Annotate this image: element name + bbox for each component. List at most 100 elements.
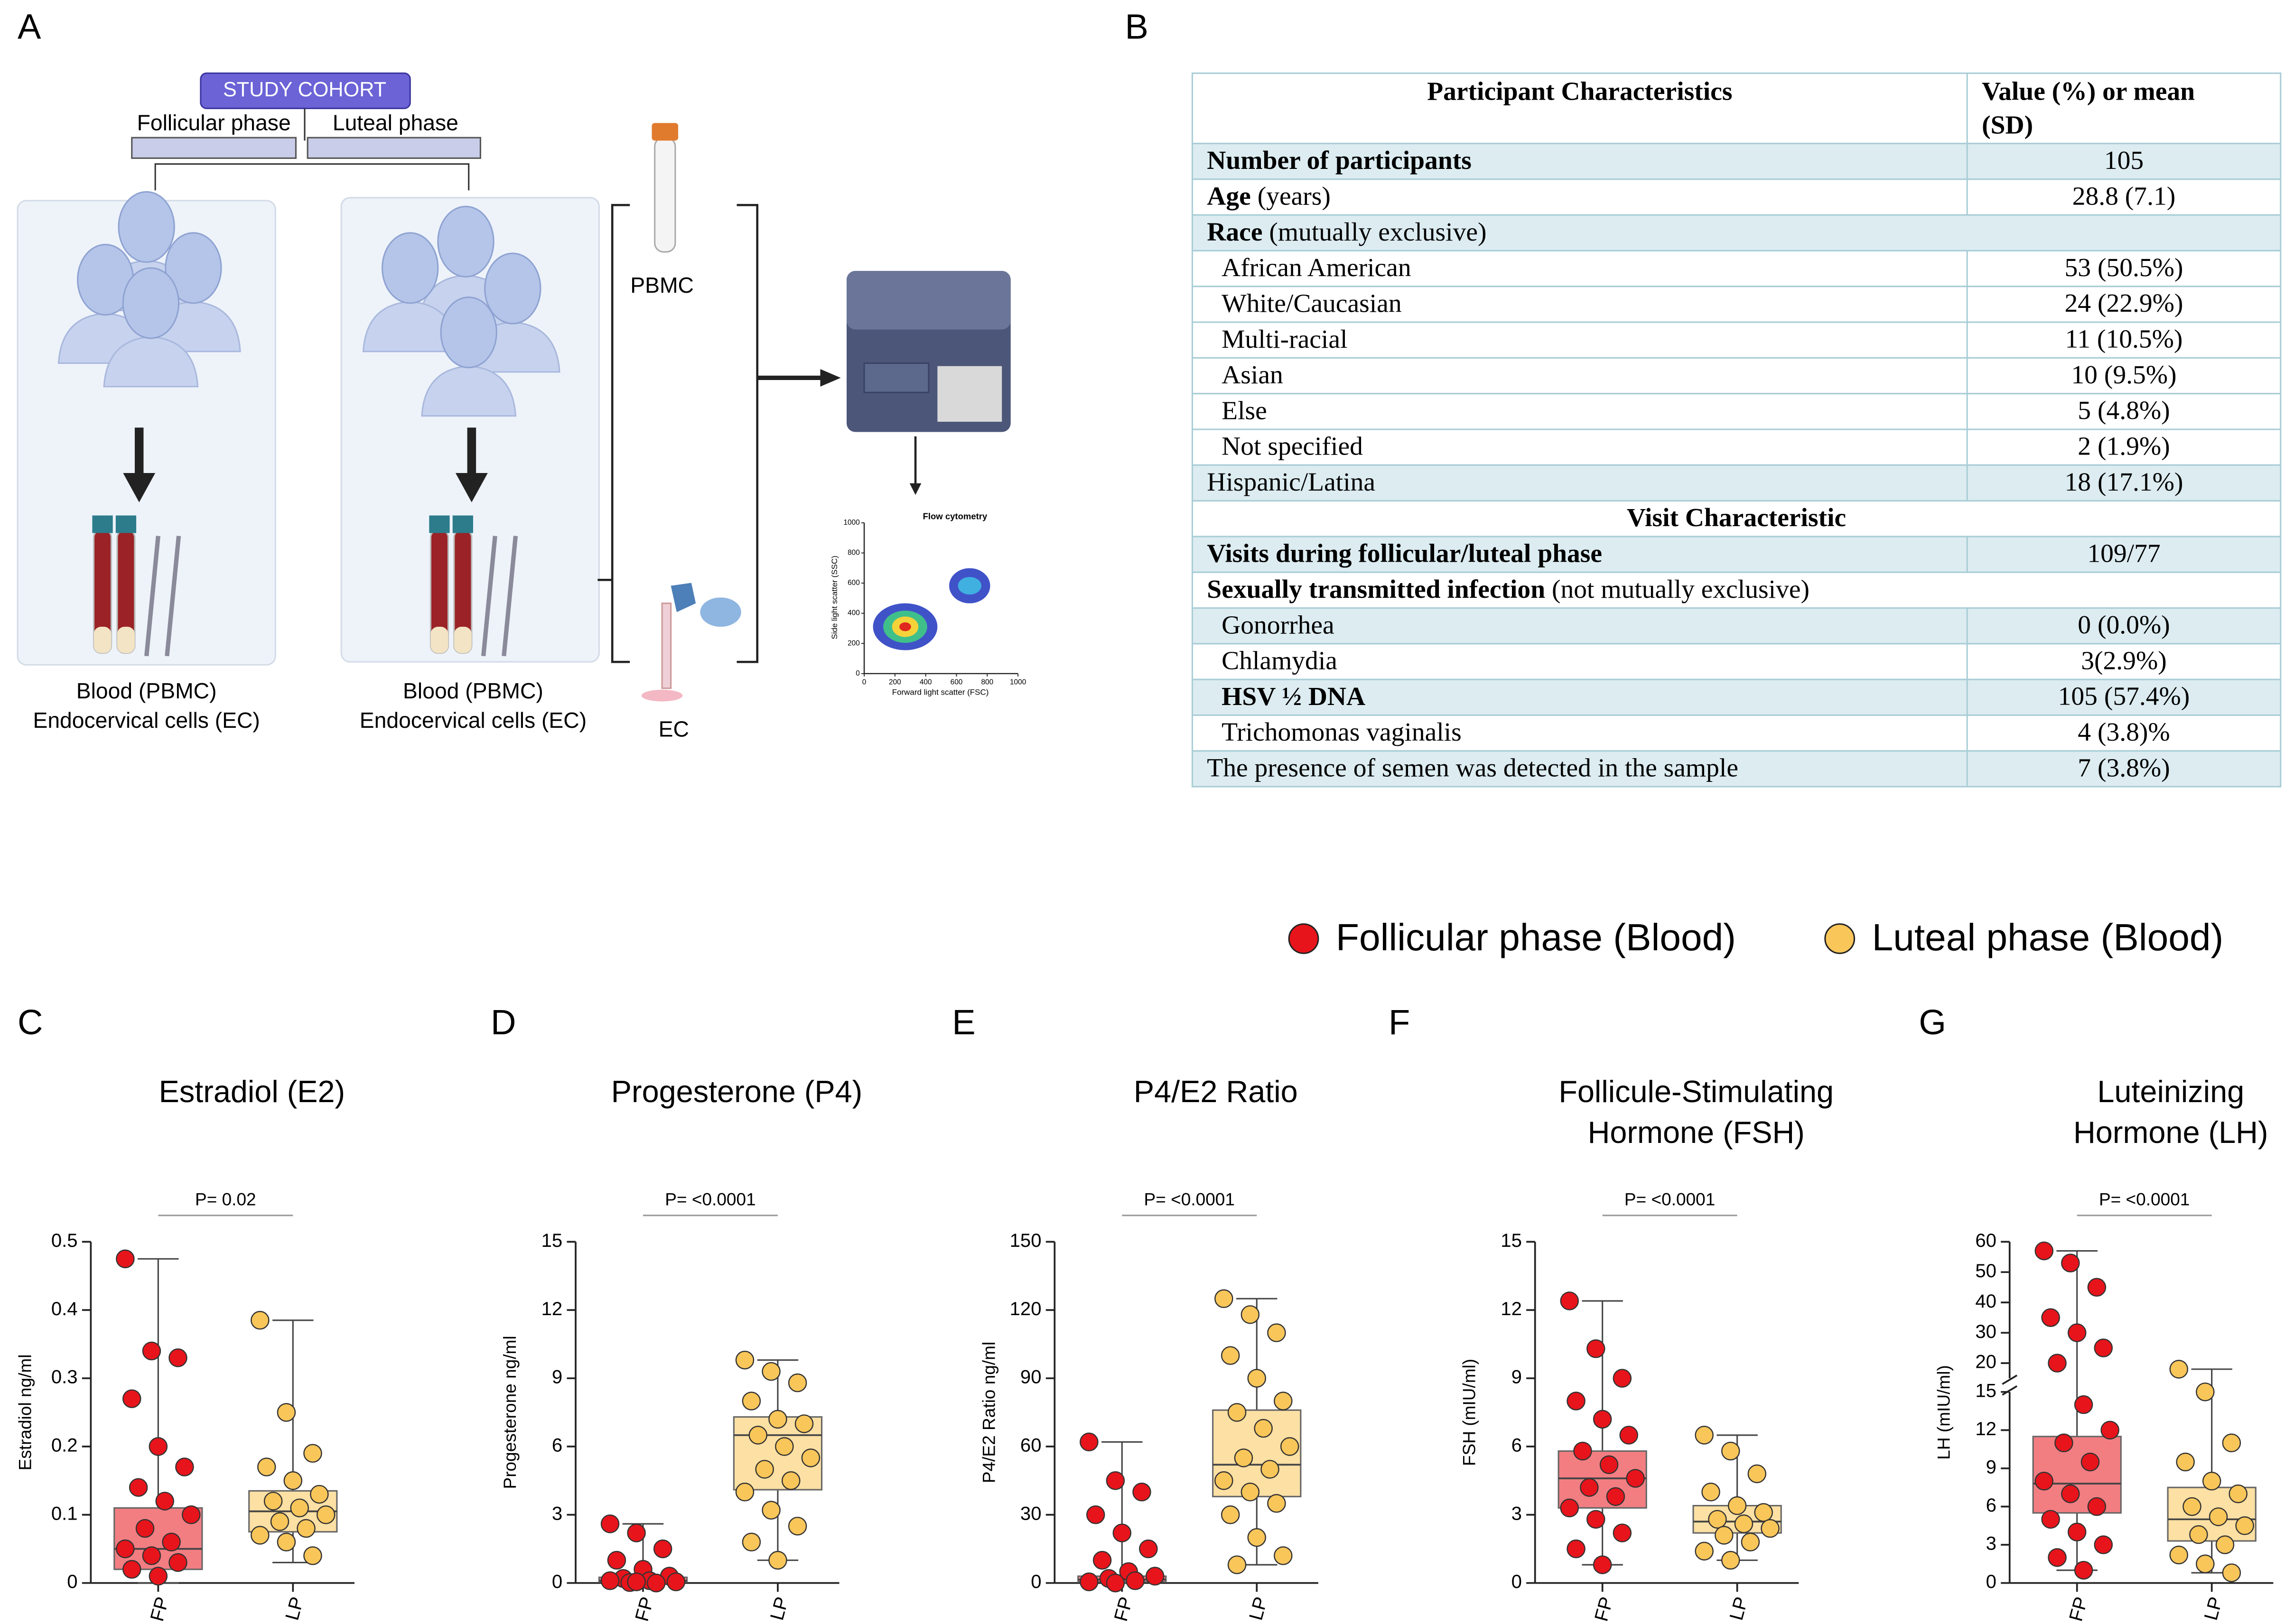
point [1126, 1571, 1145, 1590]
arrow-head [820, 369, 841, 387]
table-header-cell: (SD) [1982, 110, 2033, 139]
point [263, 1492, 283, 1511]
person-head [437, 205, 494, 278]
point [2048, 1548, 2067, 1567]
table-value: 4 (3.8)% [2078, 717, 2170, 747]
table-row [1191, 428, 2282, 466]
y-tick-label: 0 [67, 1571, 77, 1592]
flow-tick-label: 600 [951, 678, 963, 686]
point [2196, 1554, 2215, 1574]
y-tick-label: 0.5 [51, 1230, 78, 1251]
panel-label: G [1919, 1002, 1946, 1042]
y-tick-label: 9 [552, 1366, 562, 1388]
point [1267, 1494, 1286, 1513]
brush [165, 536, 181, 657]
point [2041, 1510, 2060, 1529]
flow-population [958, 577, 981, 595]
chart-title: Estradiol (E2) [159, 1074, 345, 1109]
point [2087, 1278, 2107, 1297]
point [2048, 1354, 2067, 1373]
point [1214, 1289, 1233, 1308]
point [781, 1471, 801, 1490]
point [2067, 1522, 2087, 1541]
cell-text: The presence of semen was detected in th… [1207, 753, 1738, 782]
y-tick-label: 0.1 [51, 1503, 78, 1524]
point [2034, 1472, 2054, 1491]
p-value: P= 0.02 [195, 1189, 256, 1209]
tube-base [454, 627, 472, 653]
panel-label: D [491, 1002, 516, 1042]
table-cell: Multi-racial [1222, 325, 1347, 354]
y-tick-label: 40 [1975, 1290, 1996, 1312]
flow-tick-label: 800 [981, 678, 993, 686]
legend-marker [1824, 923, 1856, 954]
table-cell: Race (mutually exclusive) [1207, 217, 1486, 247]
point [735, 1483, 755, 1502]
cell-bold: HSV ½ DNA [1222, 682, 1365, 711]
point [182, 1505, 201, 1524]
table-row [1191, 357, 2282, 395]
point [135, 1519, 155, 1538]
flow-tick-label: 600 [848, 579, 860, 587]
person-head [440, 297, 497, 369]
point [257, 1457, 276, 1476]
point [1240, 1305, 1260, 1324]
panel-label: C [18, 1002, 43, 1042]
y-tick-label: 0 [1986, 1571, 1996, 1592]
y-tick-label: 6 [1986, 1494, 1996, 1516]
table-cell: Gonorrhea [1222, 610, 1334, 640]
point [1247, 1369, 1267, 1388]
point [2100, 1420, 2119, 1440]
point [607, 1550, 626, 1570]
table-cell: Else [1222, 396, 1267, 425]
point [1613, 1369, 1632, 1388]
pbmc-tube [654, 137, 676, 253]
bracket [737, 204, 759, 663]
hand [700, 597, 741, 627]
cytometer-top [847, 271, 1011, 330]
p-value: P= <0.0001 [1624, 1189, 1715, 1209]
phase-label: Follicular phase [137, 111, 291, 135]
point [1214, 1471, 1233, 1490]
person-head [122, 267, 180, 339]
y-tick-label: 9 [1986, 1457, 1996, 1478]
cell-text: (years) [1251, 181, 1331, 211]
point [2061, 1484, 2080, 1503]
table-cell: Sexually transmitted infection (not mutu… [1207, 575, 1809, 604]
tube-cap [92, 515, 113, 533]
y-tick-label: 0.3 [51, 1366, 78, 1388]
tube-base [430, 627, 448, 653]
group-caption: Blood (PBMC) [76, 678, 217, 703]
point [2215, 1535, 2235, 1554]
point [1734, 1514, 1753, 1533]
point [735, 1350, 755, 1370]
point [1227, 1555, 1247, 1574]
point [775, 1437, 794, 1456]
phase-label: Luteal phase [333, 111, 458, 135]
cell-bold: Number of participants [1207, 146, 1472, 175]
cell-text: Chlamydia [1222, 646, 1337, 675]
cell-text: (mutually exclusive) [1263, 217, 1487, 247]
cell-text: White/Caucasian [1222, 288, 1401, 318]
x-tick-label: LP [2200, 1595, 2227, 1623]
table-row [1191, 464, 2282, 502]
table-value: 7 (3.8%) [2078, 753, 2170, 782]
x-tick-label: LP [281, 1595, 308, 1623]
chart-title: Progesterone (P4) [611, 1074, 862, 1109]
ec-dish [641, 689, 683, 702]
y-tick-label: 0.2 [51, 1434, 78, 1456]
point [283, 1471, 303, 1490]
x-tick-label: LP [1245, 1595, 1271, 1623]
point [168, 1553, 187, 1572]
table-value: 0 (0.0%) [2078, 610, 2170, 640]
point [1567, 1392, 1586, 1411]
point [762, 1501, 781, 1520]
point [1721, 1441, 1740, 1461]
point [742, 1532, 761, 1552]
point [2209, 1507, 2228, 1526]
point [2189, 1525, 2208, 1544]
table-value: 24 (22.9%) [2065, 288, 2183, 318]
point [788, 1373, 807, 1392]
panel-label: F [1389, 1002, 1410, 1042]
flow-x-label: Forward light scatter (FSC) [892, 687, 989, 696]
